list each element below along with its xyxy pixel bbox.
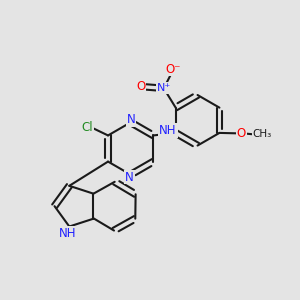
Text: CH₃: CH₃ <box>253 129 272 140</box>
Text: NH: NH <box>159 124 177 137</box>
Text: NH: NH <box>59 226 76 240</box>
Text: N: N <box>127 113 135 127</box>
Text: N: N <box>125 170 134 184</box>
Text: Cl: Cl <box>81 121 93 134</box>
Text: O: O <box>136 80 146 93</box>
Text: O: O <box>236 127 246 140</box>
Text: O⁻: O⁻ <box>166 62 181 76</box>
Text: N⁺: N⁺ <box>157 83 171 93</box>
